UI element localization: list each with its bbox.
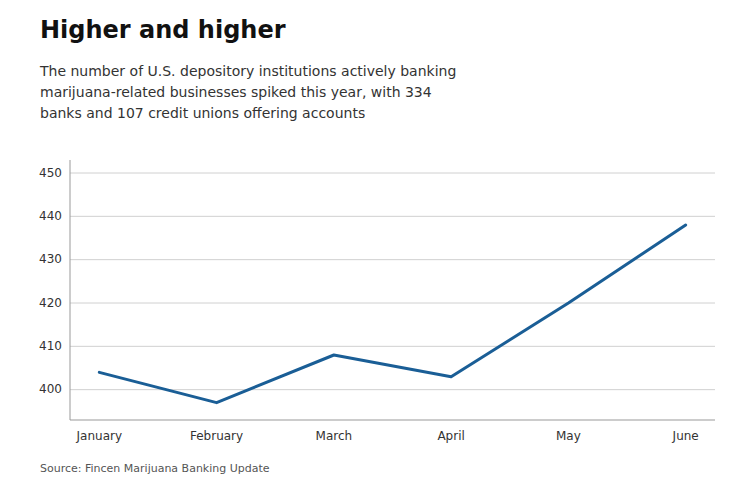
x-tick-label: January	[76, 429, 123, 443]
subtitle-line: banks and 107 credit unions offering acc…	[40, 105, 365, 121]
source: Source: Fincen Marijuana Banking Update	[40, 462, 270, 475]
y-tick-label: 440	[39, 209, 62, 223]
grid-line	[70, 173, 715, 174]
y-tick-label: 410	[39, 339, 62, 353]
y-tick-label: 420	[39, 296, 62, 310]
y-tick-label: 430	[39, 252, 62, 266]
subtitle-line: marijuana-related businesses spiked this…	[40, 84, 432, 100]
x-tick-label: April	[437, 429, 464, 443]
x-tick-label: May	[556, 429, 581, 443]
grid-line	[70, 303, 715, 304]
x-axis-line	[70, 420, 715, 421]
y-tick-label: 450	[39, 166, 62, 180]
grid-line	[70, 346, 715, 347]
data-line	[99, 225, 685, 403]
y-axis-line	[70, 160, 71, 420]
y-tick-label: 400	[39, 382, 62, 396]
chart: Higher and higher The number of U.S. depo…	[0, 0, 740, 482]
grid-line	[70, 216, 715, 217]
subtitle-line: The number of U.S. depository institutio…	[39, 63, 456, 79]
grid-line	[70, 259, 715, 260]
subtitle: The number of U.S. depository institutio…	[39, 63, 456, 121]
x-tick-label: February	[190, 429, 243, 443]
background	[0, 0, 740, 482]
x-tick-label: June	[672, 429, 699, 443]
x-tick-label: March	[316, 429, 353, 443]
title: Higher and higher	[40, 16, 286, 44]
plot-area	[99, 225, 685, 403]
